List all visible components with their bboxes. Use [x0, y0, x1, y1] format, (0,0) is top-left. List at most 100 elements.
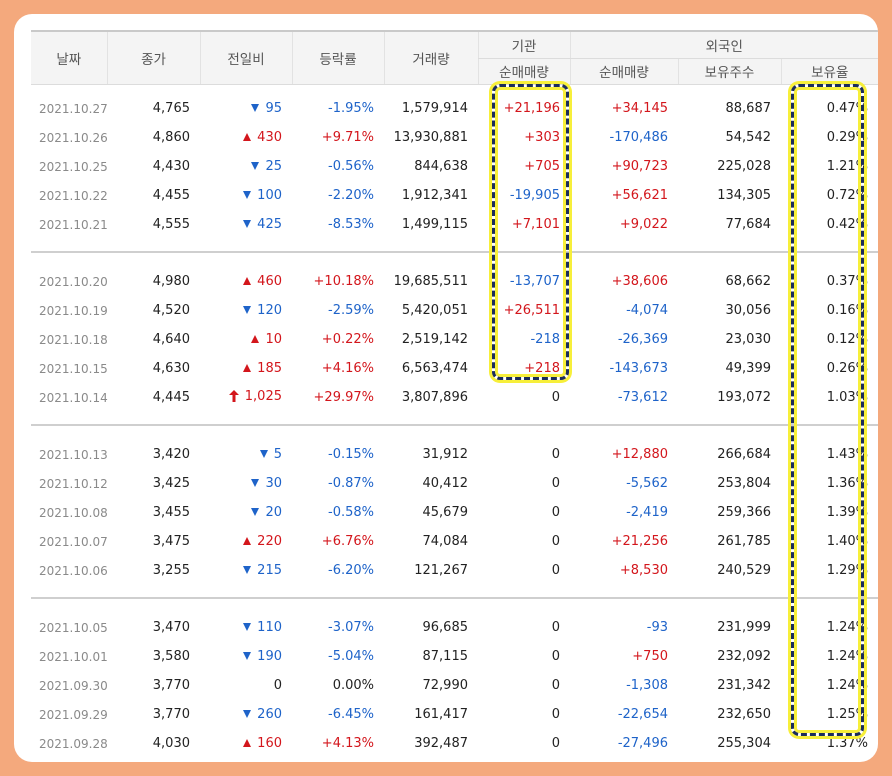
table-row: 2021.10.21 4,555 425 -8.53% 1,499,115 +7,101 +… [31, 210, 878, 239]
cell-foreign-shares: 253,804 [717, 476, 771, 491]
cell-close: 4,430 [152, 159, 190, 174]
cell-close: 4,860 [152, 130, 190, 145]
cell-institution-net: 0 [551, 534, 560, 549]
cell-rate: +10.18% [313, 274, 374, 289]
cell-close: 4,980 [152, 274, 190, 289]
cell-close: 3,420 [152, 447, 190, 462]
table-body: 2021.10.27 4,765 95 -1.95% 1,579,914 +21,196 +… [31, 84, 878, 762]
cell-foreign-net: +34,145 [611, 101, 668, 116]
table-row: 2021.10.13 3,420 5 -0.15% 31,912 0 +12,880 266,… [31, 440, 878, 469]
change-amount: 25 [265, 158, 282, 174]
group-divider [31, 251, 878, 254]
cell-change: 215 [200, 556, 292, 585]
cell-change: 0 [200, 671, 292, 700]
header-close: 종가 [106, 30, 200, 85]
cell-foreign-ratio: 0.12% [826, 332, 869, 347]
cell-foreign-shares: 259,366 [717, 505, 771, 520]
cell-close: 3,770 [152, 707, 190, 722]
cell-volume: 31,912 [422, 447, 469, 462]
cell-volume: 1,912,341 [401, 188, 468, 203]
cell-date: 2021.10.05 [39, 620, 108, 635]
triangle-down-icon [243, 191, 252, 200]
cell-institution-net: +705 [524, 159, 560, 174]
cell-foreign-ratio: 0.42% [826, 217, 869, 232]
cell-volume: 1,579,914 [401, 101, 468, 116]
cell-date: 2021.10.13 [39, 447, 108, 462]
cell-foreign-net: +9,022 [619, 217, 668, 232]
change-value-group: 0 [274, 678, 282, 693]
cell-rate: -8.53% [328, 217, 374, 232]
cell-foreign-ratio: 0.47% [826, 101, 869, 116]
header-foreign-ratio: 보유율 [780, 58, 878, 85]
cell-volume: 87,115 [422, 649, 469, 664]
cell-change: 185 [200, 354, 292, 383]
cell-institution-net: 0 [551, 678, 560, 693]
cell-rate: -5.04% [328, 649, 374, 664]
cell-rate: -1.95% [328, 101, 374, 116]
cell-foreign-shares: 225,028 [717, 159, 771, 174]
cell-close: 4,765 [152, 101, 190, 116]
cell-date: 2021.10.15 [39, 361, 108, 376]
header-change: 전일비 [199, 30, 292, 85]
cell-rate: +4.16% [321, 361, 374, 376]
change-amount: 30 [265, 475, 282, 491]
cell-rate: -0.56% [328, 159, 374, 174]
table-row: 2021.10.06 3,255 215 -6.20% 121,267 0 +8,530 24… [31, 556, 878, 585]
cell-foreign-net: -5,562 [626, 476, 668, 491]
cell-foreign-net: +38,606 [611, 274, 668, 289]
cell-foreign-ratio: 1.24% [826, 620, 869, 635]
header-institution-group: 기관 [477, 30, 570, 59]
cell-change: 30 [200, 469, 292, 498]
cell-institution-net: 0 [551, 620, 560, 635]
cell-change: 10 [200, 325, 292, 354]
cell-institution-net: 0 [551, 736, 560, 751]
cell-foreign-net: -22,654 [617, 707, 668, 722]
change-value-group: 30 [251, 476, 282, 491]
table-row: 2021.10.20 4,980 460 +10.18% 19,685,511 -13,7… [31, 267, 878, 296]
cell-close: 3,455 [152, 505, 190, 520]
triangle-up-icon [251, 335, 260, 344]
triangle-up-icon [243, 537, 252, 546]
triangle-up-icon [243, 277, 252, 286]
cell-institution-net: 0 [551, 447, 560, 462]
change-amount: 160 [257, 735, 282, 751]
cell-change: 460 [200, 267, 292, 296]
change-value-group: 430 [243, 130, 282, 145]
cell-volume: 13,930,881 [393, 130, 468, 145]
cell-institution-net: 0 [551, 505, 560, 520]
cell-rate: -0.58% [328, 505, 374, 520]
cell-foreign-shares: 88,687 [725, 101, 772, 116]
table-row: 2021.10.19 4,520 120 -2.59% 5,420,051 +26,511… [31, 296, 878, 325]
header-foreign-group: 외국인 [569, 30, 878, 59]
change-amount: 430 [257, 129, 282, 145]
cell-date: 2021.10.20 [39, 274, 108, 289]
cell-institution-net: -218 [530, 332, 560, 347]
cell-date: 2021.10.18 [39, 332, 108, 347]
change-amount: 1,025 [244, 388, 282, 404]
change-amount: 0 [273, 678, 282, 693]
triangle-down-icon [259, 450, 268, 459]
cell-date: 2021.10.08 [39, 505, 108, 520]
triangle-down-icon [243, 652, 252, 661]
change-value-group: 1,025 [228, 388, 282, 404]
cell-foreign-ratio: 0.29% [826, 130, 869, 145]
cell-volume: 96,685 [422, 620, 469, 635]
cell-institution-net: 0 [551, 649, 560, 664]
cell-date: 2021.10.14 [39, 390, 108, 405]
cell-close: 3,425 [152, 476, 190, 491]
cell-rate: -0.15% [328, 447, 374, 462]
cell-rate: -6.20% [328, 563, 374, 578]
cell-foreign-ratio: 1.39% [826, 505, 869, 520]
cell-volume: 121,267 [414, 563, 468, 578]
cell-volume: 392,487 [414, 736, 468, 751]
cell-volume: 3,807,896 [401, 390, 468, 405]
cell-institution-net: +21,196 [503, 101, 560, 116]
triangle-down-icon [243, 306, 252, 315]
cell-foreign-net: -143,673 [609, 361, 668, 376]
cell-change: 160 [200, 729, 292, 758]
cell-foreign-ratio: 0.26% [826, 361, 869, 376]
cell-institution-net: +303 [524, 130, 560, 145]
table-row: 2021.10.12 3,425 30 -0.87% 40,412 0 -5,562 253,… [31, 469, 878, 498]
cell-rate: -3.07% [328, 620, 374, 635]
header-volume: 거래량 [383, 30, 478, 85]
